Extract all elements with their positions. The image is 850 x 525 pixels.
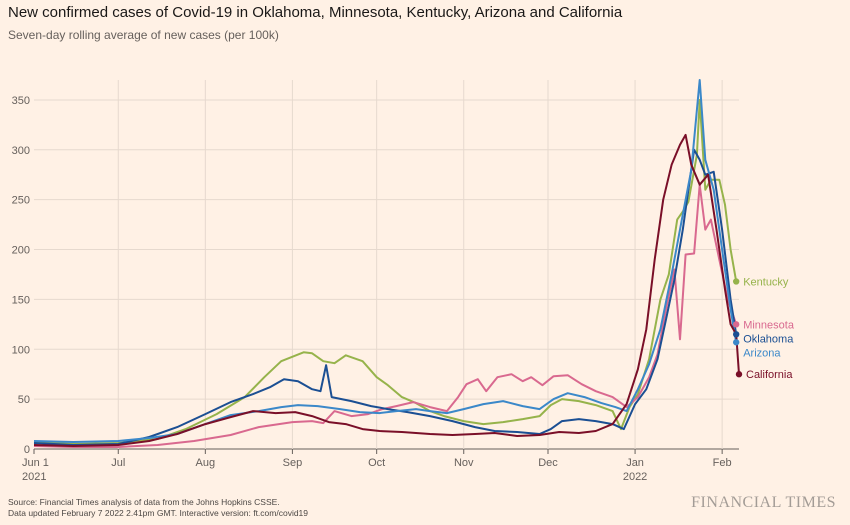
x-axis: Jun 1 2021 Jul Aug Sep Oct Nov Dec Jan 2022 Feb	[22, 449, 732, 483]
y-tick-label: 300	[12, 145, 30, 157]
series-line-oklahoma	[33, 148, 738, 446]
end-label-arizona: Arizona	[743, 347, 781, 359]
x-tick-label: Nov	[454, 457, 474, 469]
end-labels: Kentucky Minnesota Oklahoma Arizona Californ…	[732, 276, 795, 381]
end-marker-arizona	[732, 339, 740, 346]
x-tick-label: Jun 1	[22, 457, 49, 469]
y-tick-label: 350	[12, 95, 30, 107]
y-tick-label: 200	[12, 245, 30, 257]
chart-title: New confirmed cases of Covid-19 in Oklah…	[8, 4, 623, 21]
end-marker-oklahoma	[732, 331, 740, 338]
y-tick-label: 50	[18, 394, 30, 406]
x-tick-label: Aug	[196, 457, 216, 469]
chart-subtitle: Seven-day rolling average of new cases (…	[8, 28, 279, 42]
end-label-minnesota: Minnesota	[743, 319, 795, 331]
y-tick-label: 100	[12, 344, 30, 356]
end-marker-california	[735, 371, 743, 378]
end-marker-kentucky	[732, 278, 740, 285]
y-axis: 0 50 100 150 200 250 300 350	[12, 95, 30, 456]
series-lines	[33, 79, 740, 448]
x-tick-label: Sep	[283, 457, 303, 469]
footer: Source: Financial Times analysis of data…	[8, 497, 308, 519]
end-marker-minnesota	[732, 321, 740, 328]
grid-lines	[34, 80, 739, 450]
y-tick-label: 250	[12, 195, 30, 207]
x-tick-sublabel: 2021	[22, 471, 46, 483]
ft-logo: FINANCIAL TIMES	[691, 494, 836, 511]
end-label-kentucky: Kentucky	[743, 276, 789, 288]
x-tick-label: Oct	[368, 457, 385, 469]
x-tick-label: Jan	[626, 457, 644, 469]
y-tick-label: 150	[12, 294, 30, 306]
x-tick-label: Jul	[111, 457, 125, 469]
x-tick-sublabel: 2022	[623, 471, 647, 483]
x-tick-label: Feb	[713, 457, 732, 469]
update-note: Data updated February 7 2022 2.41pm GMT.…	[8, 508, 309, 518]
series-line-minnesota	[33, 183, 738, 448]
series-line-california	[33, 133, 740, 447]
end-label-oklahoma: Oklahoma	[743, 333, 794, 345]
x-tick-label: Dec	[538, 457, 558, 469]
end-label-california: California	[746, 369, 793, 381]
source-note: Source: Financial Times analysis of data…	[8, 497, 280, 507]
series-line-kentucky	[33, 98, 738, 445]
y-tick-label: 0	[24, 444, 30, 456]
